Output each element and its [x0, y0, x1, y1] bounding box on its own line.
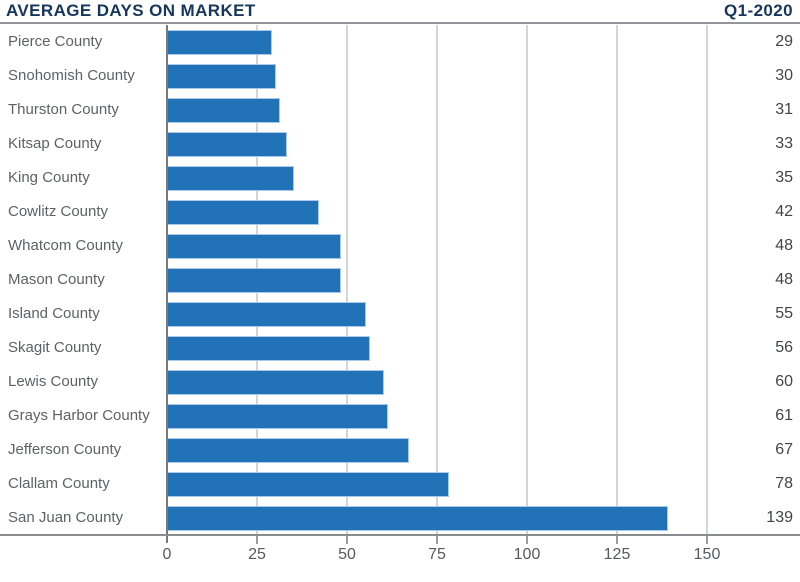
value-label: 31 — [775, 101, 793, 118]
value-label: 78 — [775, 475, 793, 492]
value-label: 60 — [775, 373, 793, 390]
bar — [168, 98, 280, 123]
x-axis-tick-label: 0 — [162, 546, 172, 563]
bar — [168, 132, 287, 157]
category-label: Island County — [8, 305, 100, 322]
value-label: 139 — [766, 509, 793, 526]
x-axis-tick — [616, 536, 618, 544]
value-label: 61 — [775, 407, 793, 424]
category-label: Snohomish County — [8, 67, 135, 84]
bar — [168, 302, 366, 327]
category-label: Lewis County — [8, 373, 99, 390]
bar — [168, 30, 272, 55]
x-axis-tick-label: 75 — [428, 546, 446, 563]
value-label: 42 — [775, 203, 793, 220]
category-label: King County — [8, 169, 90, 186]
value-label: 55 — [775, 305, 793, 322]
x-axis-tick-label: 50 — [338, 546, 356, 563]
category-label: Kitsap County — [8, 135, 102, 152]
x-axis-tick-label: 25 — [248, 546, 266, 563]
gridline-75 — [436, 25, 438, 534]
bar — [168, 268, 341, 293]
y-axis-line — [166, 25, 168, 543]
category-label: Grays Harbor County — [8, 407, 150, 424]
x-axis-tick-label: 150 — [693, 546, 721, 563]
bar — [168, 404, 388, 429]
value-label: 48 — [775, 237, 793, 254]
value-label: 48 — [775, 271, 793, 288]
value-label: 56 — [775, 339, 793, 356]
bar — [168, 472, 449, 497]
bar — [168, 438, 409, 463]
category-label: Jefferson County — [8, 441, 122, 458]
gridline-125 — [616, 25, 618, 534]
bar — [168, 370, 384, 395]
bar — [168, 336, 370, 361]
x-axis-line — [0, 534, 800, 536]
value-label: 33 — [775, 135, 793, 152]
bar — [168, 166, 294, 191]
gridline-100 — [526, 25, 528, 534]
x-axis-tick — [256, 536, 258, 544]
category-label: Pierce County — [8, 33, 103, 50]
chart-header: AVERAGE DAYS ON MARKET Q1-2020 — [0, 0, 800, 24]
value-label: 29 — [775, 33, 793, 50]
x-axis-tick — [526, 536, 528, 544]
x-axis-tick-label: 100 — [513, 546, 541, 563]
x-axis-tick — [346, 536, 348, 544]
chart-title: AVERAGE DAYS ON MARKET — [6, 1, 256, 20]
value-label: 35 — [775, 169, 793, 186]
category-label: Clallam County — [8, 475, 110, 492]
gridline-150 — [706, 25, 708, 534]
bar — [168, 64, 276, 89]
value-label: 67 — [775, 441, 793, 458]
category-label: Mason County — [8, 271, 105, 288]
x-axis-tick-label: 125 — [603, 546, 631, 563]
bar — [168, 506, 668, 531]
chart-period-label: Q1-2020 — [724, 1, 793, 20]
value-label: 30 — [775, 67, 793, 84]
category-label: San Juan County — [8, 509, 124, 526]
category-label: Cowlitz County — [8, 203, 109, 220]
x-axis-tick — [706, 536, 708, 544]
category-label: Skagit County — [8, 339, 102, 356]
x-axis-tick — [436, 536, 438, 544]
gridline-50 — [346, 25, 348, 534]
category-label: Thurston County — [8, 101, 119, 118]
category-label: Whatcom County — [8, 237, 124, 254]
bar — [168, 200, 319, 225]
bar — [168, 234, 341, 259]
